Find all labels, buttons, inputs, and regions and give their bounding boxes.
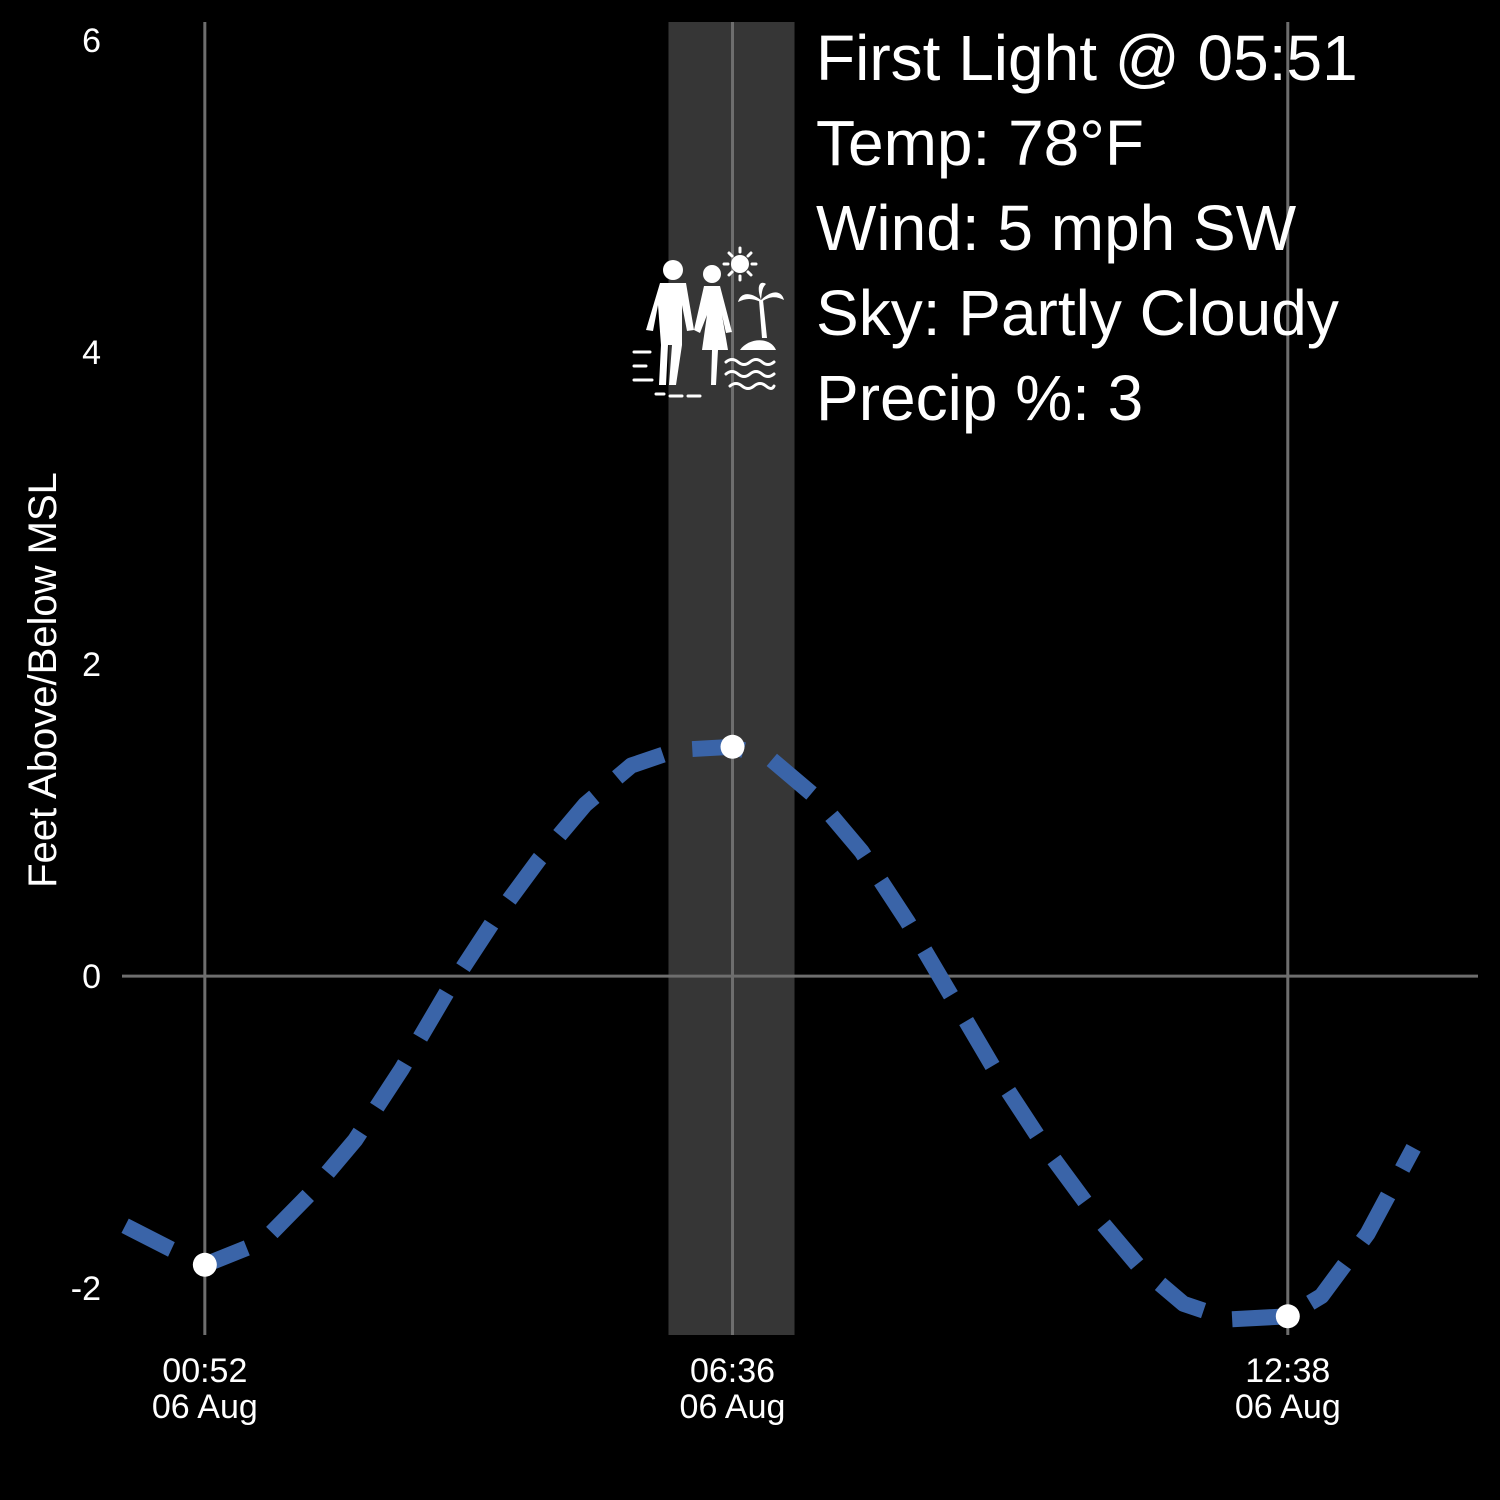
temp-line: Temp: 78°F (816, 107, 1144, 179)
beach-couple-icon (632, 246, 784, 398)
y-axis-label: Feet Above/Below MSL (21, 472, 65, 888)
x-tick-date: 06 Aug (152, 1388, 258, 1426)
extremum-point-1 (720, 734, 745, 759)
wind-line: Wind: 5 mph SW (816, 192, 1297, 264)
y-tick-label: -2 (71, 1270, 101, 1308)
extrema-markers (192, 734, 1300, 1329)
first-light-headline: First Light @ 05:51 (816, 22, 1358, 94)
sky-line: Sky: Partly Cloudy (816, 277, 1339, 349)
x-tick-time: 12:38 (1245, 1352, 1330, 1390)
y-tick-label: 2 (82, 646, 101, 684)
y-tick-label: 6 (82, 22, 101, 60)
x-tick-date: 06 Aug (680, 1388, 786, 1426)
x-tick-date: 06 Aug (1235, 1388, 1341, 1426)
x-tick-time: 06:36 (690, 1352, 775, 1390)
extremum-point-2 (1275, 1304, 1300, 1329)
y-tick-label: 0 (82, 958, 101, 996)
tide-series-line (121, 738, 1421, 1328)
conditions-annotation: First Light @ 05:51 Temp: 78°F Wind: 5 m… (816, 22, 1358, 434)
y-axis-ticks: -2 0 2 4 6 (71, 22, 101, 1308)
extremum-point-0 (192, 1252, 217, 1277)
x-tick-time: 00:52 (162, 1352, 247, 1390)
x-gridlines (203, 22, 1290, 1335)
y-tick-label: 4 (82, 334, 101, 372)
precip-line: Precip %: 3 (816, 362, 1143, 434)
